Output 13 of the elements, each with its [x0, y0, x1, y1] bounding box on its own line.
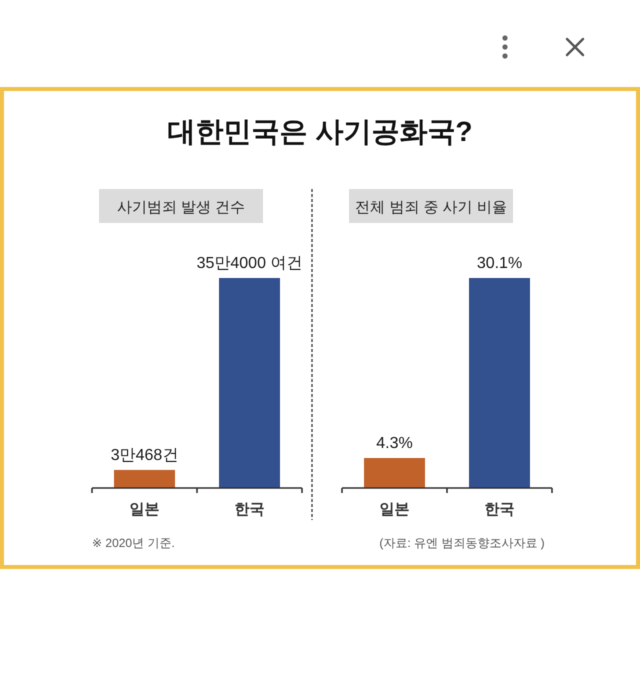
text: (자료: 유엔 범죄동향조사자료 )	[379, 536, 545, 550]
chart-subtitle: 전체 범죄 중 사기 비율	[355, 199, 507, 216]
text: ※ 2020년 기준.	[92, 536, 175, 550]
chart-title: 대한민국은 사기공화국?	[168, 116, 472, 147]
data-label: 4.3%	[376, 435, 413, 452]
x-tick-label: 일본	[380, 501, 410, 518]
data-label: 30.1%	[476, 255, 522, 272]
x-tick-label: 한국	[484, 501, 514, 518]
data-label: 3만468건	[110, 446, 178, 464]
chart-subtitle: 사기범죄 발생 건수	[116, 199, 246, 216]
data-label: 35만4000 여건	[196, 255, 302, 272]
x-tick-label: 일본	[130, 501, 160, 518]
x-tick-label: 한국	[234, 501, 264, 518]
